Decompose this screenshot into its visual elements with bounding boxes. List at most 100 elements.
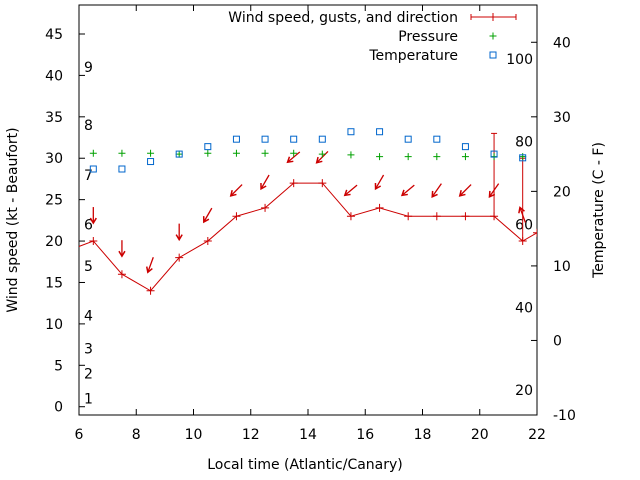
- pressure-point: [232, 149, 240, 157]
- legend-temperature-marker: [489, 51, 497, 59]
- y2-tick-label: 30: [553, 110, 571, 126]
- temperature-point: [147, 158, 155, 166]
- arrow-head: [229, 190, 237, 197]
- secondary-labels: 1 2 3 4 5 6 7 8 9 20 40 60 80 100: [84, 52, 533, 408]
- wind-direction-arrow: [458, 184, 472, 197]
- wind-speed-point: [461, 212, 470, 221]
- fahrenheit-label: 20: [515, 383, 533, 399]
- beaufort-label: 5: [84, 259, 93, 275]
- pressure-point: [490, 153, 498, 161]
- x-axis-label: Local time (Atlantic/Canary): [207, 457, 403, 473]
- temperature-point: [261, 135, 269, 143]
- temperature-point: [118, 165, 126, 173]
- wind-direction-arrow: [374, 174, 385, 191]
- wind-direction-arrow: [202, 207, 213, 224]
- axes: [78, 4, 538, 416]
- y-tick-label: 15: [45, 275, 63, 291]
- arrow-head: [518, 206, 525, 214]
- arrow-head: [260, 183, 267, 191]
- temperature-point: [89, 165, 97, 173]
- y-tick-label: 20: [45, 234, 63, 250]
- wind-direction-arrow: [145, 257, 154, 274]
- y2-axis-label: Temperature (C - F): [591, 142, 607, 279]
- x-tick-label: 6: [75, 427, 84, 443]
- x-tick-label: 20: [471, 427, 489, 443]
- pressure-point: [347, 151, 355, 159]
- arrow-shaft: [203, 207, 213, 223]
- legend-label: Wind speed, gusts, and direction: [228, 10, 458, 26]
- wind-speed-point: [318, 179, 327, 188]
- temperature-point: [433, 135, 441, 143]
- temperature-point: [519, 154, 527, 162]
- arrow-head: [118, 250, 126, 258]
- wind-direction-arrow: [118, 240, 126, 258]
- y-tick-label: 10: [45, 317, 63, 333]
- arrow-head: [315, 156, 323, 164]
- arrow-head: [89, 217, 97, 225]
- beaufort-label: 1: [84, 391, 93, 407]
- wind-direction-arrow: [260, 174, 270, 191]
- legend-wind-marker: [489, 13, 497, 21]
- fahrenheit-label: 80: [515, 135, 533, 151]
- arrow-head: [374, 183, 382, 191]
- beaufort-label: 4: [84, 309, 93, 325]
- arrow-shaft: [459, 184, 472, 197]
- pressure-point: [89, 149, 97, 157]
- y-tick-label: 25: [45, 193, 63, 209]
- y2-tick-label: 40: [553, 35, 571, 51]
- wind-direction-arrow: [518, 206, 527, 223]
- fahrenheit-label: 40: [515, 300, 533, 316]
- pressure-point: [461, 153, 469, 161]
- wind-direction-arrow: [175, 223, 183, 242]
- arrow-head: [488, 190, 496, 198]
- temperature-point: [318, 135, 326, 143]
- x-tick-label: 10: [185, 427, 203, 443]
- legend: Wind speed, gusts, and direction Pressure…: [228, 10, 517, 64]
- legend-pressure-marker: [489, 32, 497, 40]
- wind-direction-arrow: [431, 183, 442, 198]
- y2-tick-label: 10: [553, 259, 571, 275]
- wind-speed-point: [232, 212, 241, 221]
- arrow-shaft: [147, 257, 154, 273]
- wind-speed-point: [289, 179, 298, 188]
- temperature-point: [404, 135, 412, 143]
- temperature-point: [490, 150, 498, 158]
- temperature-point: [290, 135, 298, 143]
- arrow-shaft: [488, 183, 500, 198]
- pressure-point: [118, 149, 126, 157]
- pressure-point: [376, 153, 384, 161]
- pressure-point: [404, 153, 412, 161]
- pressure-point: [318, 150, 326, 158]
- x-tick-label: 8: [132, 427, 141, 443]
- legend-label: Temperature: [368, 48, 458, 64]
- wind-speed-point: [375, 203, 384, 212]
- y2-tick-label: -10: [553, 408, 576, 424]
- pressure-point: [147, 149, 155, 157]
- beaufort-label: 2: [84, 367, 93, 383]
- wind-speed-point: [203, 237, 212, 246]
- wind-speed-point: [261, 203, 270, 212]
- wind-speed-point: [175, 253, 184, 262]
- arrow-shaft: [519, 207, 527, 223]
- wind-speed-point: [533, 228, 537, 237]
- arrow-head: [458, 190, 466, 197]
- y-tick-label: 5: [54, 358, 63, 374]
- ticks: 6 8 10 12 14 16 18 20 22051015202530354045-10010…: [45, 5, 576, 443]
- y-axis-label: Wind speed (kt - Beaufort): [5, 127, 21, 312]
- wind-speed-point: [346, 212, 355, 221]
- x-tick-label: 22: [528, 427, 546, 443]
- y-tick-label: 40: [45, 68, 63, 84]
- beaufort-label: 9: [84, 60, 93, 76]
- arrow-shaft: [374, 174, 385, 190]
- temperature-point: [175, 150, 183, 158]
- fahrenheit-label: 60: [515, 217, 533, 233]
- temperature-point: [232, 135, 240, 143]
- beaufort-label: 6: [84, 217, 93, 233]
- arrow-head: [400, 189, 408, 197]
- temperature-point: [376, 128, 384, 136]
- temperature-point: [204, 143, 212, 151]
- wind-direction-arrow: [343, 184, 358, 197]
- wind-speed-point: [404, 212, 413, 221]
- arrow-head: [431, 190, 438, 198]
- arrow-head: [286, 156, 294, 164]
